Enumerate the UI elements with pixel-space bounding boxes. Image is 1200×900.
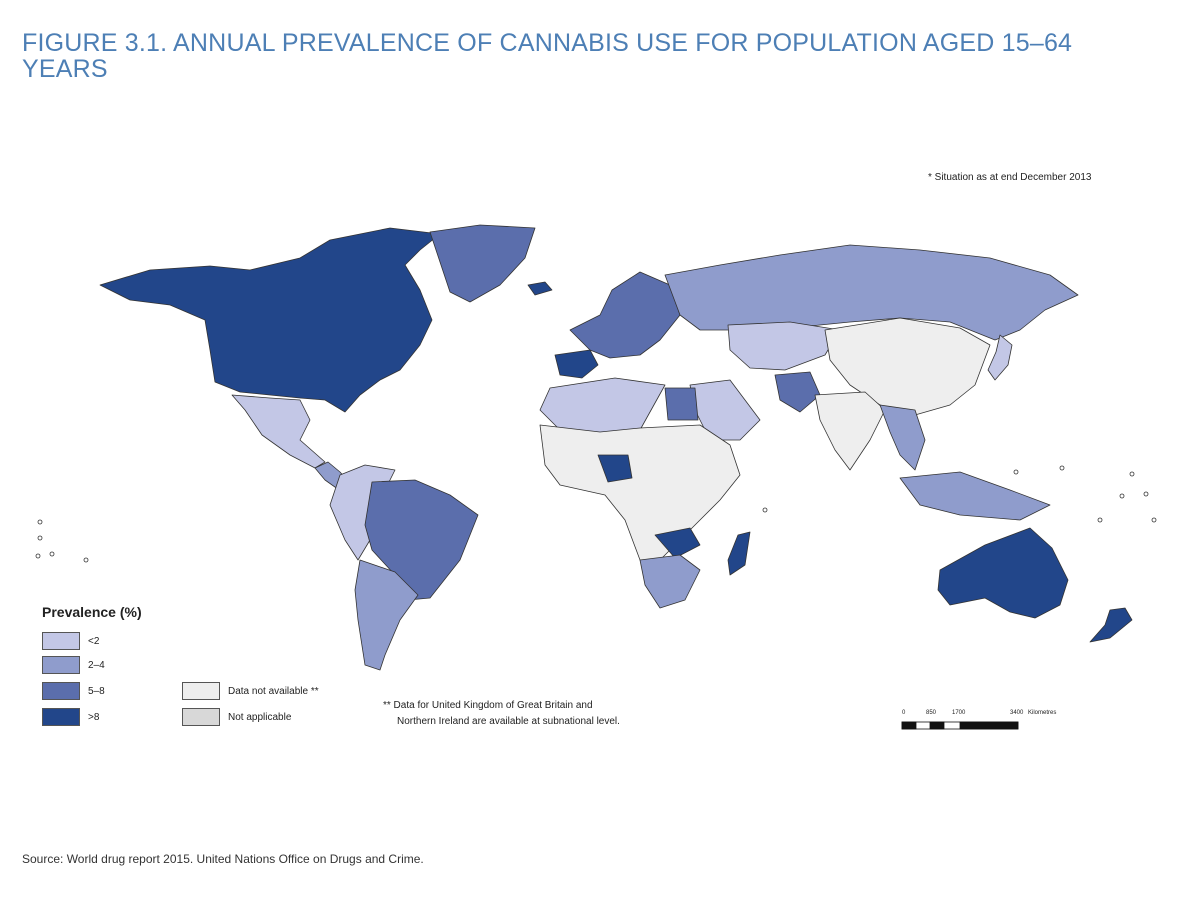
region-western-europe: Western Europe: [569, 271, 681, 359]
island-marker: [49, 551, 55, 557]
scale-tick: 850: [926, 710, 937, 716]
scale-bar-labels: 0 850 1700 3400 Kilometres: [900, 710, 1080, 718]
legend-swatch-lt2: [42, 632, 80, 650]
legend-swatch-not-applicable: [182, 708, 220, 726]
scale-tick: 0: [902, 710, 906, 716]
island-marker: [1143, 491, 1149, 497]
scale-tick: 3400: [1010, 710, 1024, 716]
region-sahara-sahel: Sahara and Sahel: [539, 424, 741, 561]
region-south-east-asia: South-East Asia: [879, 404, 926, 471]
region-indonesia: Indonesia: [899, 471, 1051, 521]
region-madagascar: Madagascar: [727, 531, 751, 576]
region-iceland: Iceland: [527, 281, 553, 296]
scale-unit: Kilometres: [1028, 710, 1057, 716]
legend-item: >8: [42, 708, 99, 726]
region-afghanistan-pakistan: Afghanistan and Pakistan: [774, 371, 821, 413]
legend-item: <2: [42, 632, 99, 650]
legend-swatch-gt8: [42, 708, 80, 726]
legend-swatch-not-available: [182, 682, 220, 700]
region-new-zealand: New Zealand: [1089, 607, 1133, 643]
note-uk-line-1: ** Data for United Kingdom of Great Brit…: [383, 700, 593, 711]
island-marker: [1119, 493, 1125, 499]
region-china-mongolia: China and Mongolia: [824, 317, 991, 416]
legend-swatch-2-4: [42, 656, 80, 674]
island-marker: [1129, 471, 1135, 477]
region-japan: Japan: [987, 334, 1013, 381]
island-marker: [1013, 469, 1019, 475]
legend-label: 5–8: [88, 685, 105, 697]
legend-item: Not applicable: [182, 708, 291, 726]
legend-label: Data not available **: [228, 685, 319, 697]
legend-label: Not applicable: [228, 711, 292, 723]
island-marker: [1097, 517, 1103, 523]
legend-title: Prevalence (%): [42, 604, 142, 620]
island-marker: [37, 535, 43, 541]
legend-label: >8: [88, 711, 100, 723]
region-india: India: [814, 391, 886, 471]
region-brazil: Brazil: [364, 479, 479, 601]
source-note: Source: World drug report 2015. United N…: [22, 852, 424, 866]
region-southern-africa: Southern Africa: [639, 554, 701, 609]
legend-label: <2: [88, 635, 100, 647]
island-marker: [35, 553, 41, 559]
legend-item: 2–4: [42, 656, 105, 674]
scale-bar: [901, 721, 1019, 730]
note-uk-line-2: Northern Ireland are available at subnat…: [397, 716, 620, 727]
island-marker: [37, 519, 43, 525]
note-uk: ** Data for United Kingdom of Great Brit…: [383, 698, 620, 730]
legend-swatch-5-8: [42, 682, 80, 700]
legend-label: 2–4: [88, 659, 105, 671]
island-marker: [1151, 517, 1157, 523]
region-nigeria: Nigeria: [597, 454, 633, 483]
region-spain: Spain: [554, 349, 599, 379]
region-mexico: Mexico: [231, 394, 326, 469]
figure-title: FIGURE 3.1. ANNUAL PREVALENCE OF CANNABI…: [22, 29, 1073, 83]
island-marker: [762, 507, 768, 513]
region-central-asia: Central Asia: [727, 321, 841, 371]
region-greenland: Greenland: [429, 224, 536, 303]
scale-tick: 1700: [952, 710, 966, 716]
island-marker: [1059, 465, 1065, 471]
region-egypt: Egypt: [664, 387, 699, 421]
island-marker: [83, 557, 89, 563]
region-australia: Australia: [937, 527, 1069, 619]
footnote-situation-date: * Situation as at end December 2013: [928, 172, 1092, 183]
region-canada-us: Canada and United States: [99, 227, 441, 413]
legend-item: 5–8: [42, 682, 105, 700]
region-southern-cone: Southern cone: [354, 559, 419, 671]
legend-item: Data not available **: [182, 682, 319, 700]
region-zambia: Zambia: [654, 527, 701, 559]
